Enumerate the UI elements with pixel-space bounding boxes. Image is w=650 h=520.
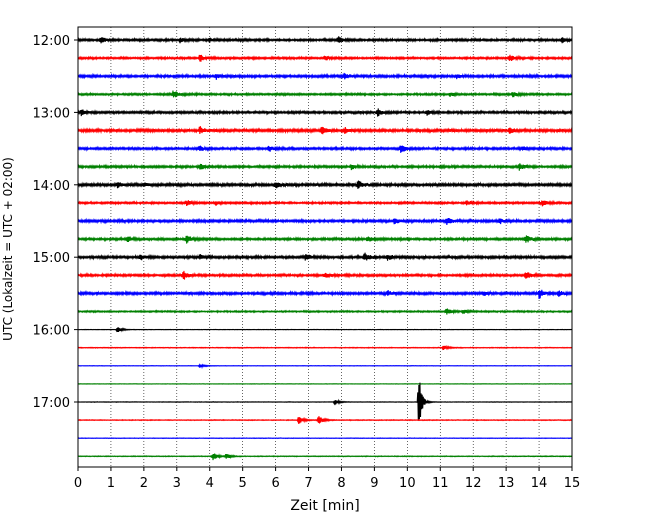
trace-1500 xyxy=(77,252,573,261)
x-tick-label: 14 xyxy=(531,476,548,491)
trace-1700 xyxy=(77,382,573,421)
x-tick-label: 5 xyxy=(239,476,247,491)
trace-1745 xyxy=(77,453,573,461)
vertical-grid-lines xyxy=(110,27,540,467)
x-tick-label: 7 xyxy=(304,476,312,491)
trace-1430 xyxy=(77,217,573,225)
trace-1630 xyxy=(77,363,573,370)
y-axis-label: UTC (Lokalzeit = UTC + 02:00) xyxy=(1,157,15,341)
y-tick-label: 15:00 xyxy=(33,251,70,266)
trace-1530 xyxy=(77,289,573,300)
trace-1330 xyxy=(77,145,573,153)
y-tick-label: 13:00 xyxy=(33,106,70,121)
x-axis-label: Zeit [min] xyxy=(290,498,359,514)
x-tick-label: 1 xyxy=(107,476,115,491)
trace-1515 xyxy=(77,270,573,280)
y-axis-ticks: 12:00 13:00 14:00 15:00 16:00 17:00 xyxy=(33,34,78,411)
trace-1230 xyxy=(77,72,573,80)
x-tick-label: 11 xyxy=(432,476,449,491)
plot-frame xyxy=(77,26,573,468)
x-tick-label: 12 xyxy=(465,476,482,491)
x-tick-label: 4 xyxy=(206,476,214,491)
seismic-traces xyxy=(77,36,573,461)
x-tick-label: 8 xyxy=(337,476,345,491)
trace-1345 xyxy=(77,163,573,171)
trace-1545 xyxy=(77,308,573,315)
trace-1300 xyxy=(77,108,573,117)
trace-1200 xyxy=(77,36,573,44)
y-tick-label: 14:00 xyxy=(33,179,70,194)
trace-1245 xyxy=(77,90,573,98)
trace-1715 xyxy=(77,416,573,424)
x-tick-label: 6 xyxy=(271,476,279,491)
x-tick-label: 13 xyxy=(498,476,515,491)
x-tick-label: 3 xyxy=(173,476,181,491)
x-tick-label: 9 xyxy=(370,476,378,491)
x-tick-label: 2 xyxy=(140,476,148,491)
trace-1400 xyxy=(77,180,573,189)
trace-1315 xyxy=(77,126,573,135)
x-tick-label: 15 xyxy=(564,476,581,491)
x-tick-label: 10 xyxy=(399,476,416,491)
trace-1730 xyxy=(77,437,573,440)
trace-1445 xyxy=(77,235,573,244)
y-tick-label: 12:00 xyxy=(33,34,70,49)
trace-1215 xyxy=(77,54,573,62)
trace-1415 xyxy=(77,199,573,207)
y-tick-label: 16:00 xyxy=(33,324,70,339)
x-tick-label: 0 xyxy=(74,476,82,491)
trace-1600 xyxy=(77,327,573,333)
y-tick-label: 17:00 xyxy=(33,396,70,411)
trace-1615 xyxy=(77,344,573,351)
x-axis-ticks: 0 1 2 3 4 5 6 7 8 9 10 11 12 13 14 15 xyxy=(74,467,580,491)
